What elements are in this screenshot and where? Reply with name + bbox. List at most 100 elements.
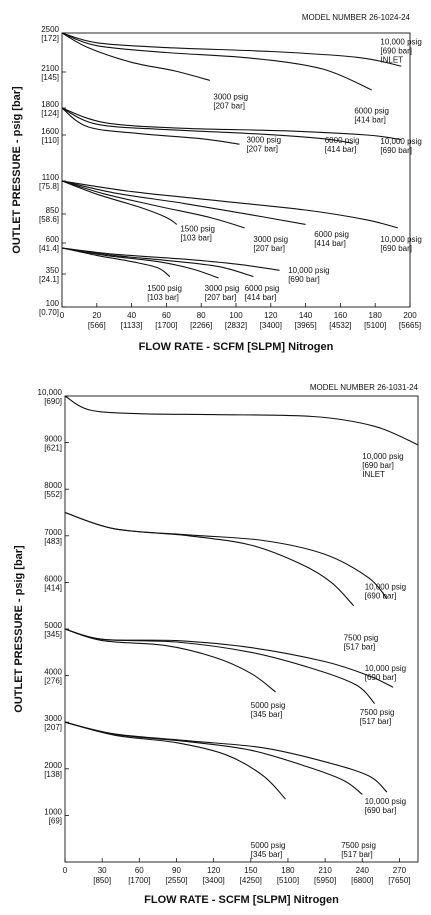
x-tick-label: 160 — [334, 311, 348, 320]
x-tick-label: 120 — [264, 311, 278, 320]
series-line — [61, 107, 240, 145]
chart-26-1024-24: MODEL NUMBER 26-1024-24 0 20[566] 40[1133] 6… — [11, 13, 422, 353]
series-label: [690 bar] — [380, 47, 412, 56]
x-tick-sublabel: [2550] — [165, 876, 187, 885]
x-tick-sublabel: [5665] — [399, 321, 421, 330]
x-axis-title: FLOW RATE - SCFM [SLPM] Nitrogen — [139, 341, 334, 353]
x-tick-label: 0 — [60, 311, 65, 320]
x-tick-label: 40 — [127, 311, 136, 320]
y-tick-sublabel: [138] — [44, 770, 62, 779]
series-label: [690 bar] — [380, 244, 412, 253]
y-tick-sublabel: [145] — [41, 73, 59, 82]
x-tick-label: 60 — [162, 311, 171, 320]
series-label: [517 bar] — [344, 643, 376, 652]
x-tick-label: 0 — [63, 866, 68, 875]
series-line — [61, 180, 178, 225]
series-line — [61, 247, 280, 271]
x-tick-sublabel: [5950] — [314, 876, 336, 885]
x-tick-sublabel: [4532] — [329, 321, 351, 330]
y-tick-label: 4000 — [44, 668, 62, 677]
series-line — [61, 32, 402, 67]
y-axis-title: OUTLET PRESSURE - psig [bar] — [11, 86, 23, 254]
series-label: 6000 psig — [314, 230, 349, 239]
series-label: 3000 psig — [246, 135, 281, 144]
x-tick-label: 270 — [393, 866, 407, 875]
x-axis-title: FLOW RATE - SCFM [SLPM] Nitrogen — [144, 894, 339, 906]
y-tick-label: 100 — [46, 299, 60, 308]
series-line — [61, 180, 245, 229]
x-tick-sublabel: [3400] — [260, 321, 282, 330]
x-tick-sublabel: [850] — [93, 876, 111, 885]
series-line — [61, 32, 211, 81]
y-tick-label: 10,000 — [38, 388, 63, 397]
x-tick-label: 100 — [229, 311, 243, 320]
y-tick-sublabel: [207] — [44, 723, 62, 732]
x-tick-sublabel: [6800] — [351, 876, 373, 885]
series-label: [414 bar] — [325, 145, 357, 154]
series-label: [690 bar] — [365, 591, 397, 600]
series-label: [690 bar] — [365, 806, 397, 815]
series-label: 10,000 psig — [362, 452, 403, 461]
series-label: 6000 psig — [354, 106, 389, 115]
y-tick-label: 6000 — [44, 574, 62, 583]
y-tick-sublabel: [552] — [44, 490, 62, 499]
series-line — [61, 32, 372, 91]
series-label: 6000 psig — [325, 136, 360, 145]
x-tick-sublabel: [3400] — [203, 876, 225, 885]
series-line — [64, 628, 276, 693]
series-line — [61, 247, 171, 278]
y-tick-label: 9000 — [44, 435, 62, 444]
series-line — [64, 721, 363, 795]
series-label: [414 bar] — [245, 293, 277, 302]
x-tick-sublabel: [5100] — [364, 321, 386, 330]
x-tick-label: 200 — [403, 311, 417, 320]
series-label: [690 bar] — [288, 275, 320, 284]
series-label: 1500 psig — [180, 224, 215, 233]
series-label: [690 bar] — [365, 673, 397, 682]
series-label: INLET — [380, 56, 403, 65]
x-tick-sublabel: [566] — [88, 321, 106, 330]
x-tick-label: 140 — [299, 311, 313, 320]
y-tick-sublabel: [41.4] — [39, 244, 59, 253]
series-line — [64, 721, 286, 800]
series-label: 7500 psig — [344, 634, 379, 643]
x-tick-label: 30 — [98, 866, 107, 875]
model-number-label: MODEL NUMBER 26-1024-24 — [302, 13, 411, 22]
y-tick-sublabel: [24.1] — [39, 275, 59, 284]
y-tick-label: 600 — [46, 235, 60, 244]
y-tick-sublabel: [690] — [44, 397, 62, 406]
y-tick-sublabel: [58.6] — [39, 215, 59, 224]
series-label: 6000 psig — [245, 284, 280, 293]
y-tick-label: 3000 — [44, 714, 62, 723]
series-label: 10,000 psig — [380, 38, 421, 47]
y-axis-title: OUTLET PRESSURE - psig [bar] — [13, 545, 25, 713]
series-line — [64, 628, 376, 704]
series-line — [61, 107, 353, 144]
y-tick-sublabel: [621] — [44, 444, 62, 453]
series-label: 7500 psig — [341, 841, 376, 850]
x-tick-label: 180 — [281, 866, 295, 875]
series-line — [64, 721, 388, 793]
series-label: INLET — [362, 470, 385, 479]
series-line — [61, 247, 254, 278]
y-tick-label: 850 — [46, 206, 60, 215]
series-label: [207 bar] — [253, 244, 285, 253]
x-tick-label: 180 — [369, 311, 383, 320]
series-label: [414 bar] — [354, 115, 386, 124]
series-label: 3000 psig — [253, 235, 288, 244]
x-tick-label: 80 — [197, 311, 206, 320]
series-line — [64, 511, 388, 600]
y-tick-sublabel: [483] — [44, 537, 62, 546]
y-tick-label: 1000 — [44, 807, 62, 816]
y-tick-label: 1100 — [42, 173, 60, 182]
series-label: 5000 psig — [251, 841, 286, 850]
series-label: [690 bar] — [362, 461, 394, 470]
y-tick-label: 8000 — [44, 481, 62, 490]
chart-26-1031-24: MODEL NUMBER 26-1031-24 0 30[850] 60[1700] 9… — [13, 383, 419, 906]
series-label: [345 bar] — [251, 850, 283, 859]
x-tick-sublabel: [1700] — [155, 321, 177, 330]
y-tick-sublabel: [110] — [42, 136, 59, 145]
x-tick-label: 240 — [356, 866, 370, 875]
series-label: [103 bar] — [180, 233, 212, 242]
